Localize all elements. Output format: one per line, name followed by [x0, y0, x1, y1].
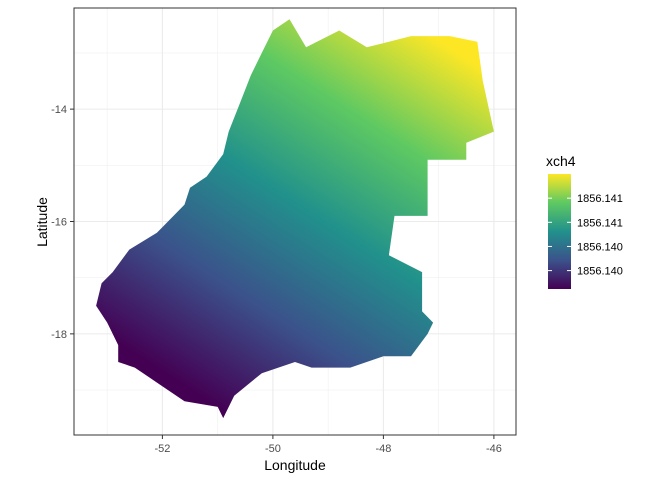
x-tick-label: -52: [154, 443, 170, 455]
legend-label: 1856.140: [577, 241, 623, 253]
legend-label: 1856.141: [577, 217, 623, 229]
legend-title: xch4: [546, 153, 576, 169]
y-tick-label: -18: [51, 329, 67, 341]
x-tick-label: -46: [486, 443, 502, 455]
region-raster: [96, 19, 494, 419]
legend-label: 1856.140: [577, 266, 623, 278]
y-tick-label: -16: [51, 217, 67, 229]
x-tick-label: -48: [375, 443, 391, 455]
color-legend: xch4 1856.141 1856.141 1856.140 1856.140: [546, 153, 623, 289]
legend-ticks: 1856.141 1856.141 1856.140 1856.140: [548, 193, 623, 278]
y-tick-label: -14: [51, 104, 67, 116]
legend-label: 1856.141: [577, 193, 623, 205]
x-axis: -52 -50 -48 -46: [154, 435, 502, 455]
legend-colorbar: [548, 174, 571, 289]
y-axis-title: Latitude: [34, 197, 50, 247]
x-tick-label: -50: [265, 443, 281, 455]
x-axis-title: Longitude: [264, 457, 326, 473]
y-axis: -14 -16 -18: [51, 104, 74, 341]
